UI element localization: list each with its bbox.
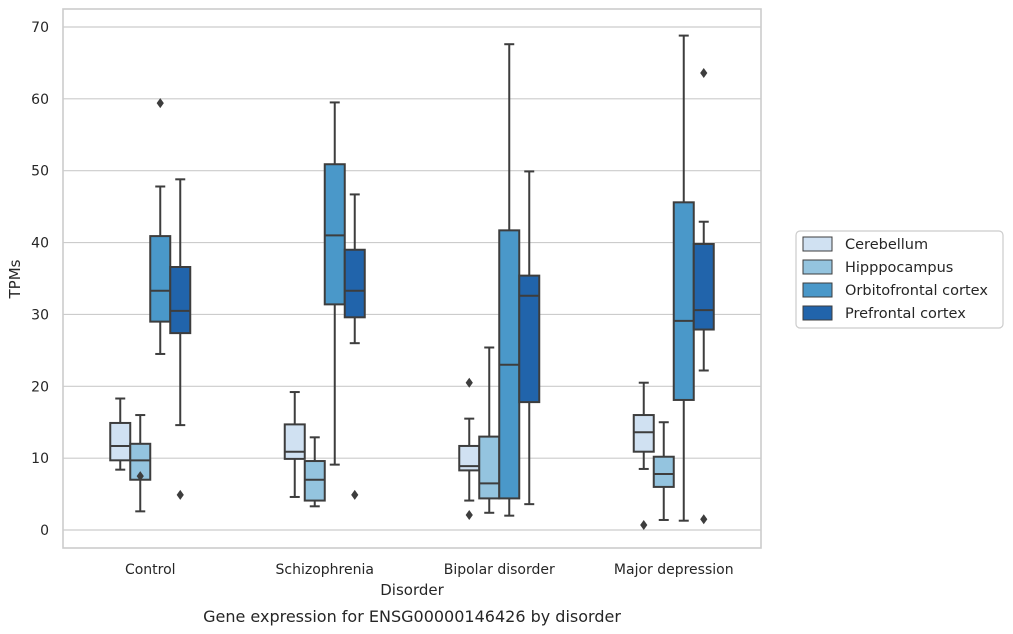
boxes — [109, 34, 715, 531]
x-tick-labels: Control Schizophrenia Bipolar disorder Majo… — [125, 562, 734, 578]
legend-frame — [795, 230, 1004, 329]
box-iqr — [323, 163, 346, 306]
box-cerebellum — [458, 377, 481, 520]
legend-swatch — [802, 305, 833, 321]
y-tick-labels: 0 10 20 30 40 50 60 70 — [31, 20, 49, 539]
legend-swatch — [802, 282, 833, 298]
box-iqr — [303, 460, 326, 502]
x-axis-label: Disorder — [380, 581, 444, 599]
box-cerebellum — [632, 381, 655, 531]
box-iqr — [692, 243, 715, 331]
chart-caption: Gene expression for ENSG00000146426 by d… — [203, 607, 621, 626]
box-hipppocampus — [303, 436, 326, 508]
y-tick-label: 70 — [31, 20, 49, 36]
outlier-point — [465, 509, 473, 520]
box-prefrontal-cortex — [169, 178, 192, 500]
legend-label: Prefrontal cortex — [845, 306, 966, 322]
box-iqr — [283, 423, 306, 460]
legend-swatch — [802, 259, 833, 275]
box-iqr — [632, 414, 655, 453]
x-tick-label: Schizophrenia — [276, 562, 374, 578]
box-cerebellum — [283, 391, 306, 498]
y-axis-label: TPMs — [6, 259, 24, 299]
y-tick-label: 50 — [31, 164, 49, 180]
box-orbitofrontal-cortex — [149, 98, 172, 355]
legend-label: Hipppocampus — [845, 260, 953, 276]
box-orbitofrontal-cortex — [498, 43, 521, 517]
outlier-point — [700, 514, 708, 525]
y-tick-label: 0 — [40, 523, 49, 539]
box-hipppocampus — [478, 346, 501, 514]
box-iqr — [169, 266, 192, 335]
y-tick-label: 40 — [31, 236, 49, 252]
legend-swatch — [802, 236, 833, 252]
box-orbitofrontal-cortex — [672, 34, 695, 522]
box-cerebellum — [109, 397, 132, 471]
box-prefrontal-cortex — [692, 67, 715, 525]
box-hipppocampus — [652, 421, 675, 521]
y-tick-label: 60 — [31, 92, 49, 108]
box-iqr — [149, 235, 172, 323]
outlier-point — [640, 520, 648, 531]
outlier-point — [351, 489, 359, 500]
plot-frame — [62, 8, 762, 549]
outlier-point — [700, 67, 708, 78]
box-iqr — [518, 274, 541, 404]
outlier-point — [465, 377, 473, 388]
y-tick-label: 20 — [31, 379, 49, 395]
box-prefrontal-cortex — [343, 193, 366, 500]
legend: Cerebellum Hipppocampus Orbitofrontal cort… — [795, 230, 1004, 329]
legend-label: Orbitofrontal cortex — [845, 283, 988, 299]
box-iqr — [343, 248, 366, 319]
outlier-point — [156, 98, 164, 109]
y-tick-label: 30 — [31, 307, 49, 323]
box-hipppocampus — [129, 414, 152, 513]
box-iqr — [478, 435, 501, 500]
y-tick-label: 10 — [31, 451, 49, 467]
outlier-point — [176, 489, 184, 500]
box-iqr — [652, 455, 675, 488]
x-tick-label: Bipolar disorder — [444, 562, 555, 578]
box-iqr — [672, 201, 695, 401]
x-tick-label: Control — [125, 562, 176, 578]
box-prefrontal-cortex — [518, 170, 541, 506]
outlier-point — [136, 471, 144, 482]
box-iqr — [109, 421, 132, 462]
x-tick-label: Major depression — [614, 562, 734, 578]
legend-label: Cerebellum — [845, 237, 928, 253]
box-orbitofrontal-cortex — [323, 101, 346, 466]
